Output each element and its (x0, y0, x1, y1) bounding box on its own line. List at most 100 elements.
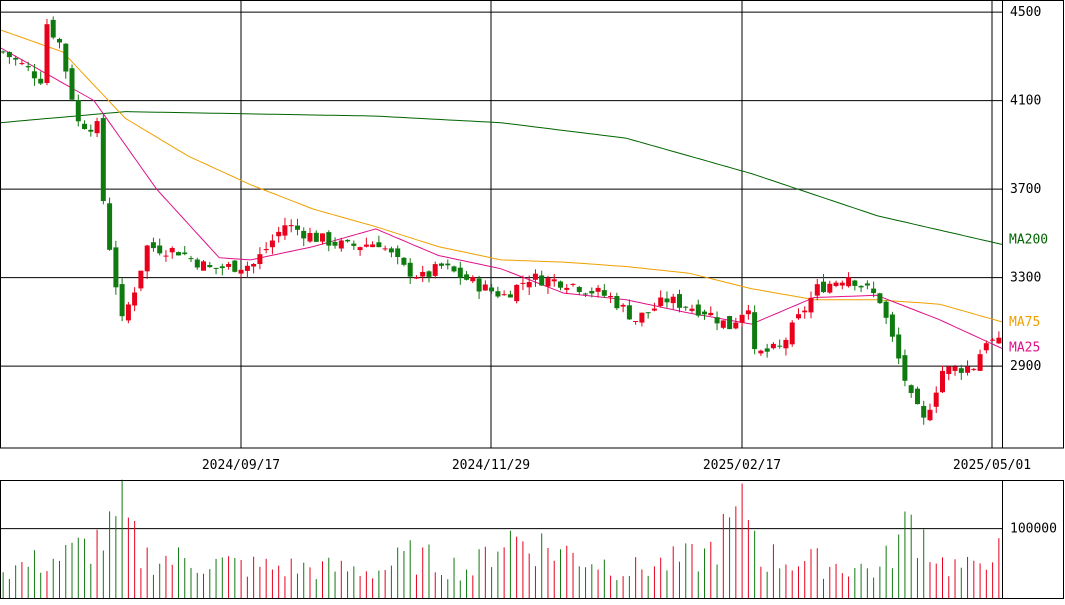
candle-body-19 (119, 284, 125, 317)
candle-body-29 (182, 252, 188, 255)
candle-body-42 (263, 249, 269, 251)
price-tick-label-3: 4100 (1010, 94, 1041, 109)
candle-body-60 (376, 242, 382, 248)
candle-body-135 (846, 277, 852, 287)
candle-body-105 (658, 297, 664, 306)
candle-body-123 (770, 343, 776, 349)
candle-body-17 (107, 203, 113, 250)
candle-body-64 (401, 257, 407, 265)
candle-body-6 (38, 78, 44, 84)
candle-body-77 (482, 284, 488, 291)
candle-body-140 (877, 293, 883, 304)
candle-body-97 (608, 296, 614, 297)
candle-body-126 (789, 322, 795, 345)
candle-body-44 (276, 231, 282, 237)
ma25-line (0, 47, 1003, 349)
price-panel-frame (0, 0, 1064, 449)
candle-body-144 (902, 355, 908, 381)
candle-body-124 (777, 345, 783, 347)
candle-body-100 (626, 305, 632, 320)
candle-body-104 (651, 308, 657, 311)
candle-body-81 (507, 294, 513, 298)
candle-body-52 (326, 232, 332, 246)
candle-body-141 (883, 301, 889, 318)
legend-label-ma25: MA25 (1009, 340, 1040, 355)
candlesticks (0, 16, 1002, 425)
candle-body-138 (864, 283, 870, 286)
candle-body-155 (971, 368, 977, 370)
candle-body-156 (977, 354, 983, 371)
moving-average-legend: MA200 MA75 MA25 (1009, 232, 1048, 355)
candle-body-80 (501, 294, 507, 296)
candle-body-137 (858, 285, 864, 288)
candle-body-34 (213, 267, 219, 269)
candle-body-65 (407, 262, 413, 277)
candle-body-4 (25, 66, 31, 68)
candle-body-159 (996, 337, 1002, 344)
candle-body-38 (238, 269, 244, 274)
price-tick-label-2: 3700 (1010, 182, 1041, 197)
candle-body-112 (702, 311, 707, 315)
candle-body-74 (464, 274, 470, 280)
candle-body-37 (232, 260, 238, 272)
candle-body-36 (226, 264, 232, 267)
candle-body-147 (921, 406, 927, 418)
candle-body-16 (100, 118, 106, 201)
ma75-line (0, 29, 1003, 323)
candle-body-134 (839, 282, 845, 286)
candle-body-54 (338, 240, 344, 249)
candle-body-47 (295, 225, 300, 230)
price-tick-label-1: 3300 (1010, 271, 1041, 286)
candle-body-88 (551, 279, 557, 282)
candle-body-21 (132, 292, 138, 306)
candle-body-111 (695, 304, 701, 316)
candle-body-51 (320, 233, 325, 242)
candle-body-87 (545, 278, 551, 287)
date-tick-label-1: 2024/11/29 (452, 458, 530, 473)
candle-body-13 (82, 123, 87, 129)
candle-body-79 (495, 291, 501, 297)
candle-body-9 (57, 39, 62, 43)
candle-body-67 (420, 272, 426, 277)
candle-body-10 (63, 43, 69, 72)
candle-body-82 (514, 284, 520, 302)
volume-axis-labels: 100000 (1010, 522, 1057, 537)
candle-body-78 (489, 287, 495, 292)
candle-body-35 (219, 266, 225, 269)
candle-body-118 (739, 314, 745, 323)
candle-body-128 (802, 310, 808, 313)
candle-body-14 (88, 129, 94, 132)
candle-body-96 (601, 290, 607, 296)
candle-body-3 (19, 63, 25, 65)
candle-body-116 (727, 316, 733, 330)
candle-body-20 (125, 304, 131, 321)
candle-body-33 (207, 265, 213, 268)
candle-body-63 (395, 248, 401, 257)
candle-body-22 (138, 270, 144, 289)
candle-body-85 (532, 273, 538, 280)
candle-body-150 (940, 370, 945, 393)
candle-body-71 (445, 263, 451, 266)
price-tick-label-0: 2900 (1010, 359, 1041, 374)
price-tick-label-4: 4500 (1010, 5, 1041, 20)
candle-body-62 (388, 248, 394, 253)
candle-body-157 (983, 343, 989, 351)
candle-body-2 (13, 57, 19, 60)
candle-body-18 (113, 247, 119, 288)
legend-label-ma75: MA75 (1009, 315, 1040, 330)
candle-body-94 (589, 291, 595, 294)
candle-body-86 (539, 275, 545, 286)
candle-body-154 (965, 366, 971, 373)
candle-body-152 (952, 366, 958, 371)
legend-label-ma200: MA200 (1009, 232, 1048, 247)
volume-bars (2, 479, 1000, 598)
candle-body-23 (144, 245, 150, 272)
candle-body-98 (614, 296, 620, 309)
candle-body-66 (414, 277, 419, 279)
price-grid (0, 1, 1002, 530)
candle-body-27 (169, 248, 175, 253)
candle-body-40 (251, 264, 257, 267)
